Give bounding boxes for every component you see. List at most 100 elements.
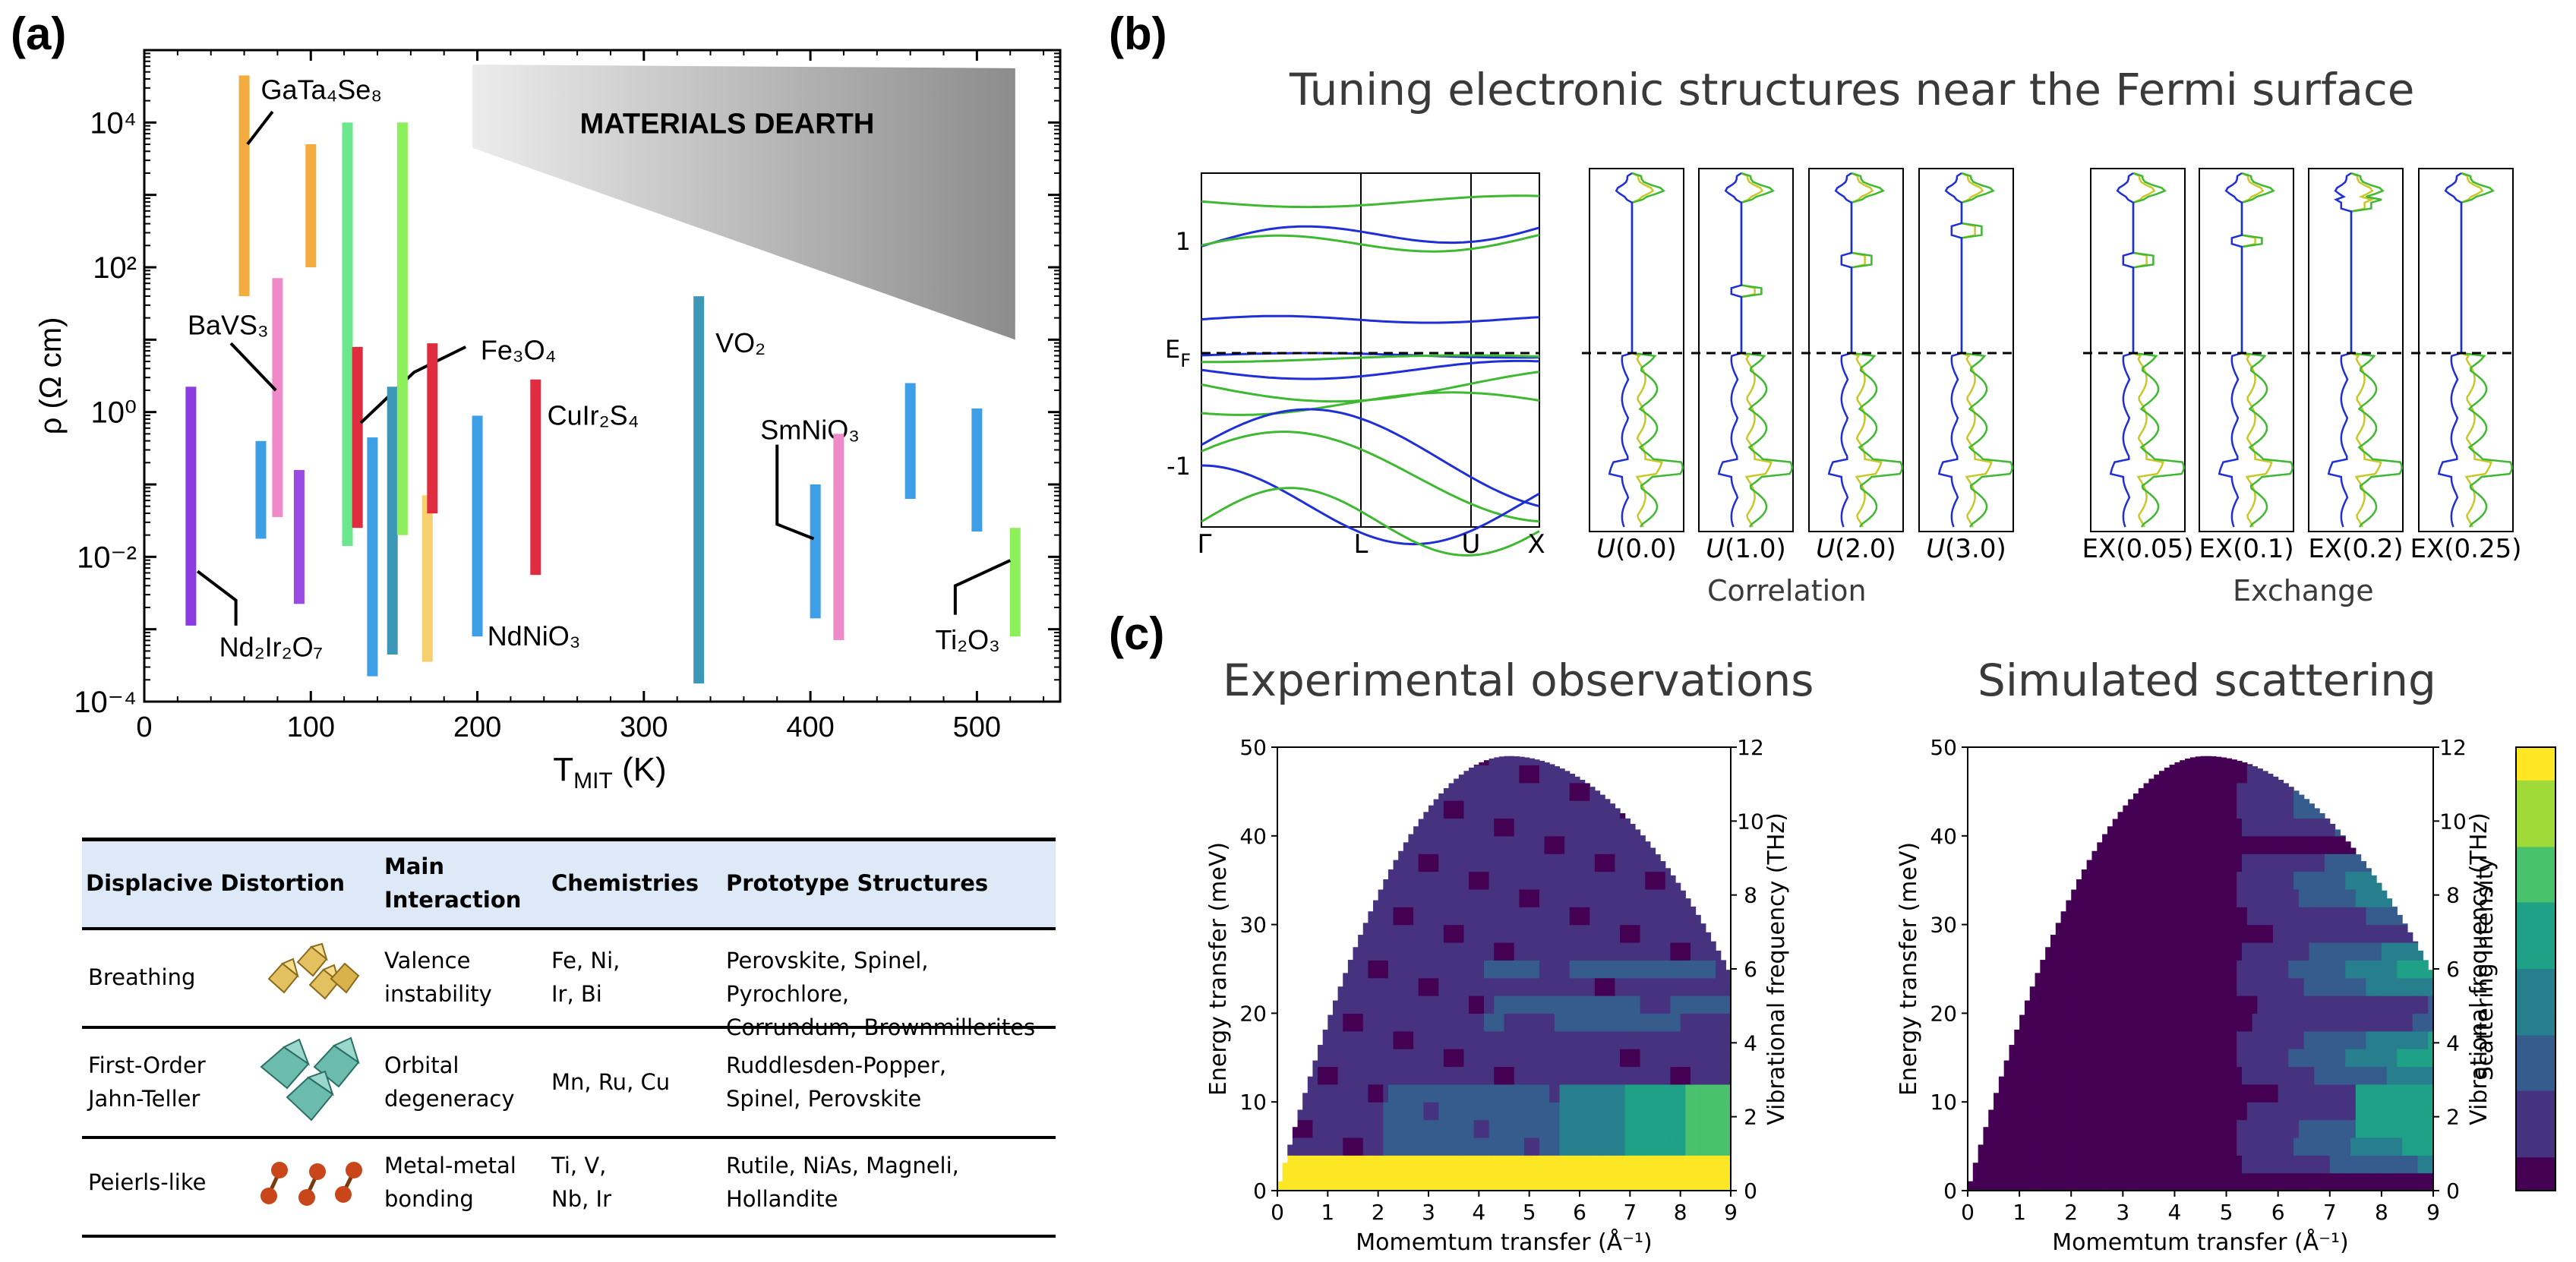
heatmap-cell xyxy=(2293,1013,2300,1032)
heatmap-cell xyxy=(1438,800,1444,819)
heatmap-cell xyxy=(1398,853,1404,872)
heatmap-cell xyxy=(2268,1119,2274,1138)
heatmap-cell xyxy=(2324,924,2331,943)
heatmap-cell xyxy=(2138,1102,2145,1121)
heatmap-cell xyxy=(2014,1102,2020,1121)
leader-line xyxy=(359,345,467,424)
heatmap-cell xyxy=(1988,1109,1994,1121)
heatmap-cell xyxy=(1539,977,1545,996)
heatmap-cell xyxy=(2262,960,2268,979)
heatmap-cell xyxy=(2138,924,2145,943)
heatmap-cell xyxy=(2107,907,2114,926)
colorbar-segment xyxy=(2516,747,2555,759)
heatmap-cell xyxy=(2189,853,2196,872)
heatmap-cell xyxy=(2132,835,2139,854)
heatmap-cell xyxy=(1599,942,1605,961)
heatmap-cell xyxy=(1454,853,1460,872)
heatmap-cell xyxy=(1705,1066,1712,1085)
heatmap-cell xyxy=(2102,1066,2108,1085)
heatmap-cell xyxy=(1408,907,1414,926)
heatmap-cell xyxy=(2169,765,2176,784)
heatmap-cell xyxy=(1710,960,1716,979)
heatmap-cell xyxy=(1716,1066,1722,1085)
heatmap-cell xyxy=(2334,995,2341,1014)
heatmap-cell xyxy=(2174,1119,2180,1138)
heatmap-cell xyxy=(2360,861,2367,872)
colorbar-segment xyxy=(2516,1102,2555,1114)
kpoint-label: X xyxy=(1527,529,1545,560)
heatmap-cell xyxy=(1998,1119,2005,1138)
heatmap-cell xyxy=(1529,1030,1535,1049)
heatmap-cell xyxy=(2268,800,2274,819)
heatmap-cell xyxy=(1665,942,1671,961)
heatmap-cell xyxy=(1549,1030,1555,1049)
heatmap-cell xyxy=(1398,850,1404,854)
heatmap-cell xyxy=(1609,1102,1616,1121)
heatmap-cell xyxy=(1494,871,1500,890)
heatmap-cell xyxy=(1337,995,1343,1014)
heatmap-cell xyxy=(2009,1084,2015,1103)
heatmap-cell xyxy=(1589,924,1596,943)
heatmap-cell xyxy=(2189,942,2196,961)
heatmap-cell xyxy=(1509,818,1515,837)
y-tick-label: 10⁴ xyxy=(90,106,137,140)
heatmap-cell xyxy=(2231,1137,2237,1156)
heatmap-cell xyxy=(1634,1155,1641,1174)
heatmap-cell xyxy=(1524,782,1530,801)
heatmap-cell xyxy=(1584,995,1590,1014)
heatmap-cell xyxy=(1327,1014,1334,1032)
heatmap-cell xyxy=(1418,819,1424,837)
heatmap-cell xyxy=(2226,1137,2232,1156)
heatmap-cell xyxy=(1705,1084,1712,1103)
heatmap-cell xyxy=(2200,1066,2206,1085)
heatmap-cell xyxy=(2086,960,2093,979)
heatmap-cell xyxy=(1428,818,1435,837)
heatmap-cell xyxy=(1403,888,1410,907)
heatmap-cell xyxy=(2164,960,2170,979)
heatmap-cell xyxy=(1418,960,1424,979)
heatmap-cell xyxy=(2123,995,2129,1014)
heatmap-cell xyxy=(1539,1155,1545,1174)
heatmap-cell xyxy=(2112,1137,2119,1156)
heatmap-cell xyxy=(1524,765,1530,784)
heatmap-cell xyxy=(2071,1013,2077,1032)
heatmap-cell xyxy=(2257,1084,2263,1103)
heatmap-cell xyxy=(1383,960,1389,979)
y-right-axis-label: Vibrational frequency (THz) xyxy=(1763,812,1790,1125)
heatmap-cell xyxy=(1690,907,1697,926)
heatmap-cell xyxy=(1640,1084,1646,1103)
heatmap-cell xyxy=(2319,835,2325,854)
heatmap-cell xyxy=(2200,765,2206,784)
heatmap-cell xyxy=(2091,907,2098,926)
heatmap-cell xyxy=(2298,1155,2305,1174)
heatmap-cell xyxy=(2180,1155,2186,1174)
dos-label-value: EX(0.25) xyxy=(2410,534,2521,564)
colorbar-segment xyxy=(2516,835,2555,848)
heatmap-cell xyxy=(1469,1119,1475,1138)
heatmap-cell xyxy=(1670,1049,1676,1068)
heatmap-cell xyxy=(1599,835,1605,854)
heatmap-cell xyxy=(1584,1049,1590,1068)
heatmap-cell xyxy=(2050,960,2057,979)
heatmap-cell xyxy=(2211,1013,2217,1032)
heatmap-cell xyxy=(2272,1119,2279,1138)
heatmap-cell xyxy=(2211,835,2217,854)
heatmap-cell xyxy=(1615,835,1621,854)
heatmap-cell xyxy=(2215,835,2222,854)
heatmap-cell xyxy=(2324,942,2331,961)
heatmap-cell xyxy=(2097,942,2103,961)
heatmap-cell xyxy=(2205,1155,2211,1174)
heatmap-cell xyxy=(2371,995,2377,1014)
heatmap-cell xyxy=(1483,888,1490,907)
heatmap-cell xyxy=(2278,779,2284,784)
heatmap-cell xyxy=(2169,1066,2176,1085)
heatmap-cell xyxy=(2386,1172,2393,1191)
heatmap-cell xyxy=(1564,1155,1571,1174)
heatmap-cell xyxy=(1705,995,1712,1014)
heatmap-cell xyxy=(2003,1066,2010,1085)
heatmap-cell xyxy=(1418,1102,1424,1121)
heatmap-cell xyxy=(2117,1155,2123,1174)
heatmap-cell xyxy=(1725,1172,1732,1191)
heatmap-cell xyxy=(2262,1049,2268,1068)
heatmap-cell xyxy=(2303,995,2310,1014)
